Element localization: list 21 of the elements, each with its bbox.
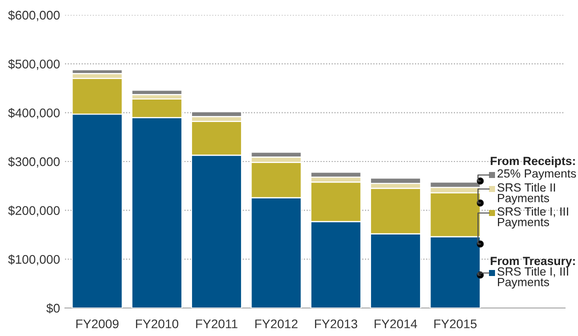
y-tick-label: $500,000 — [8, 59, 60, 70]
y-tick-label: $100,000 — [8, 254, 60, 266]
x-tick-label: FY2011 — [196, 319, 238, 328]
legend-label: SRS Title I, III Payments — [498, 207, 568, 229]
text: From Treasury: — [490, 256, 575, 268]
y-tick-label: $0 — [46, 303, 60, 314]
legend-label: SRS Title I, III Payments — [498, 267, 568, 289]
y-tick-label: $300,000 — [8, 156, 60, 168]
bar — [131, 90, 182, 96]
legend-label: 25% Payments — [498, 169, 576, 180]
x-tick-label: FY2015 — [434, 319, 477, 328]
x-tick-label: FY2013 — [315, 319, 358, 328]
y-tick-label: $400,000 — [8, 108, 60, 119]
y-tick-label: $600,000 — [8, 10, 60, 22]
text: From Receipts: — [490, 156, 575, 168]
y-tick-label: $200,000 — [8, 206, 60, 216]
legend-label: SRS Title II Payments — [498, 183, 555, 205]
x-tick-label: FY2014 — [374, 319, 418, 328]
x-tick-label: FY2010 — [136, 319, 178, 328]
x-tick-label: FY2009 — [76, 319, 119, 328]
x-tick-label: FY2012 — [255, 319, 298, 328]
